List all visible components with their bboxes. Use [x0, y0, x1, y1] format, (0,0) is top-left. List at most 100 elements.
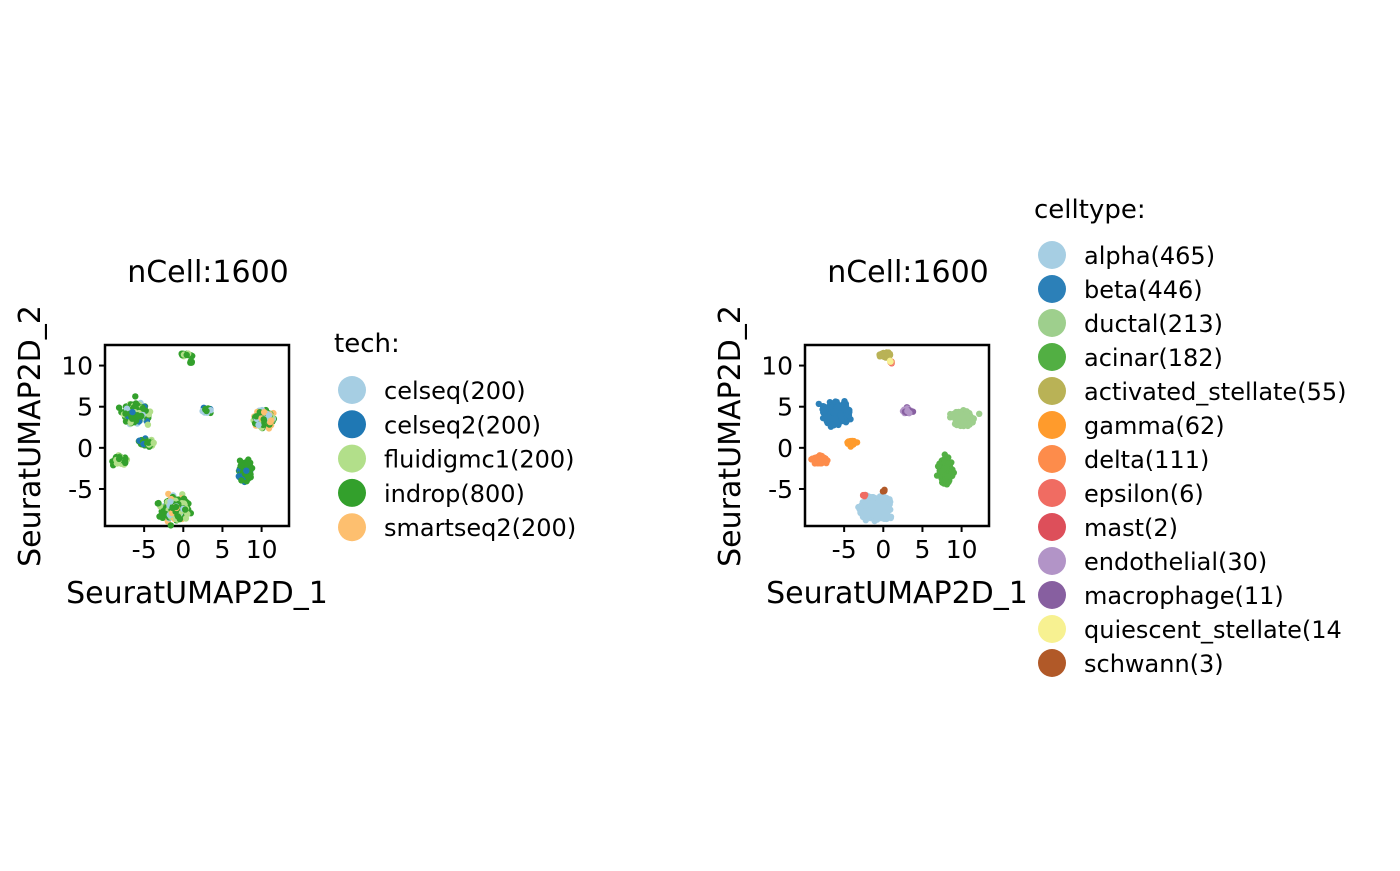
legend-label: macrophage(11) [1084, 582, 1284, 610]
legend-swatch [1038, 615, 1066, 643]
data-point [180, 500, 188, 507]
scatter-points [808, 349, 983, 525]
legend-label: celseq(200) [384, 377, 526, 405]
legend-label: smartseq2(200) [384, 514, 576, 542]
legend-label: gamma(62) [1084, 412, 1225, 440]
data-point [881, 350, 889, 358]
y-tick-label: -5 [768, 475, 793, 504]
data-point [248, 464, 256, 472]
legend-swatch [1038, 479, 1066, 507]
data-point [970, 415, 977, 423]
y-tick-label: 5 [77, 393, 93, 422]
data-point [261, 409, 268, 416]
data-point [167, 498, 174, 505]
x-tick-label: 10 [246, 535, 278, 564]
legend-swatch [1038, 581, 1066, 609]
legend-label: celseq2(200) [384, 411, 541, 439]
data-point [157, 512, 165, 519]
data-point [236, 457, 244, 464]
data-point [847, 443, 854, 450]
data-point [887, 498, 894, 506]
data-point [837, 411, 844, 419]
data-point [268, 417, 275, 424]
data-point [862, 517, 869, 524]
legend-swatch [338, 376, 366, 404]
x-tick-label: 5 [914, 535, 930, 564]
data-point [955, 417, 962, 424]
legend-swatch [338, 513, 366, 542]
x-tick-label: 10 [946, 535, 978, 564]
legend-label: ductal(213) [1084, 310, 1223, 338]
data-point [150, 439, 157, 446]
legend-title: tech: [334, 329, 400, 359]
x-axis-title: SeuratUMAP2D_1 [766, 576, 1028, 611]
data-point [122, 410, 129, 417]
legend-swatch [338, 478, 366, 507]
data-point [132, 393, 139, 400]
data-point [244, 473, 252, 481]
legend-label: endothelial(30) [1084, 548, 1267, 576]
legend-title: celltype: [1034, 195, 1146, 225]
data-point [167, 522, 174, 529]
x-tick-label: -5 [832, 535, 857, 564]
y-axis-title: SeuratUMAP2D_2 [713, 305, 748, 567]
data-point [883, 494, 890, 502]
legend-label: mast(2) [1084, 514, 1178, 542]
data-point [941, 451, 948, 458]
x-axis-title: SeuratUMAP2D_1 [66, 576, 328, 611]
data-point [829, 421, 836, 429]
data-point [876, 506, 883, 513]
y-tick-label: 5 [777, 393, 793, 422]
data-point [123, 405, 131, 412]
y-axis-title: SeuratUMAP2D_2 [13, 305, 48, 567]
legend-label: indrop(800) [384, 480, 525, 508]
legend: alpha(465) beta(446) ductal(213) acinar(182… [1038, 241, 1346, 678]
y-tick-label: 10 [761, 352, 793, 381]
data-point [144, 421, 152, 428]
data-point [814, 455, 822, 462]
data-point [243, 467, 250, 474]
plot-title: nCell:1600 [127, 255, 289, 290]
legend-label: schwann(3) [1084, 650, 1224, 678]
data-point [904, 407, 911, 415]
legend-swatch [1038, 513, 1066, 541]
data-point [976, 410, 983, 417]
data-point [815, 400, 822, 408]
data-point [115, 455, 123, 463]
data-point [134, 413, 141, 421]
y-tick-label: -5 [68, 475, 93, 504]
data-point [172, 503, 180, 511]
data-point [122, 455, 129, 463]
data-point [174, 513, 182, 520]
x-tick-label: 5 [214, 535, 230, 564]
data-point [827, 415, 835, 422]
data-point [832, 398, 839, 405]
data-point [862, 502, 869, 509]
plot-area [103, 343, 291, 528]
data-point [115, 404, 123, 411]
y-tick-label: 0 [777, 434, 793, 463]
data-point [238, 477, 245, 484]
legend: celseq(200) celseq2(200) fluidigmc1(200) in… [338, 376, 576, 542]
legend-swatch [1038, 649, 1066, 677]
data-point [887, 513, 895, 520]
legend-label: acinar(182) [1084, 344, 1223, 372]
legend-swatch [1038, 377, 1066, 405]
x-tick-label: 0 [875, 535, 891, 564]
legend-swatch [338, 410, 366, 439]
data-point [188, 359, 195, 366]
data-point [165, 490, 172, 498]
data-point [934, 463, 942, 470]
data-point [253, 413, 260, 420]
data-point [247, 459, 254, 466]
legend-swatch [1038, 343, 1066, 371]
legend-label: activated_stellate(55) [1084, 378, 1346, 406]
legend-label: fluidigmc1(200) [384, 446, 575, 474]
legend-swatch [1038, 275, 1066, 303]
legend-swatch [1038, 411, 1066, 439]
y-tick-label: 10 [61, 352, 93, 381]
legend-label: beta(446) [1084, 276, 1203, 304]
